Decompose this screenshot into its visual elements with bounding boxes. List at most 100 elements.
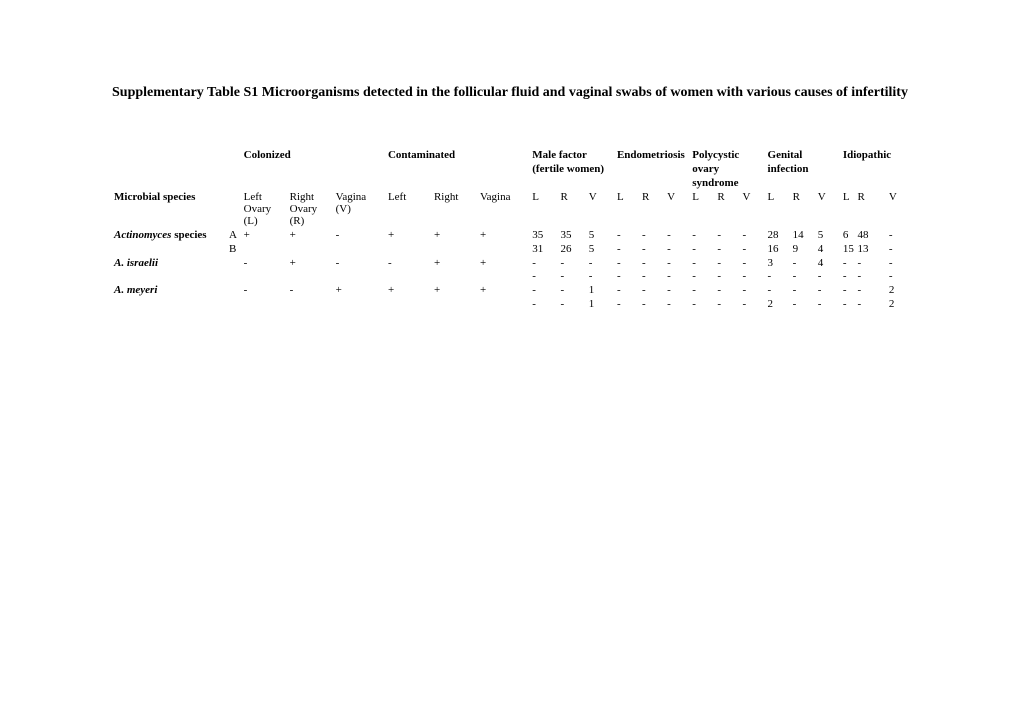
group-header-row-3: syndrome <box>112 177 910 191</box>
col-vagina-v: Vagina (V) <box>334 191 386 229</box>
cell: 9 <box>791 243 816 257</box>
species-subgroup: A <box>227 229 242 243</box>
cell: - <box>740 284 765 298</box>
cell: - <box>766 284 791 298</box>
cell: 35 <box>558 229 586 243</box>
col-endo-r: R <box>640 191 665 229</box>
col-right: Right <box>432 191 478 229</box>
cell: - <box>665 298 690 312</box>
cell: - <box>740 257 765 271</box>
cell: - <box>615 270 640 284</box>
cell: + <box>432 284 478 298</box>
cell: - <box>288 284 334 298</box>
cell: - <box>615 243 640 257</box>
cell <box>432 243 478 257</box>
col-left: Left <box>386 191 432 229</box>
cell: - <box>816 298 841 312</box>
cell <box>288 298 334 312</box>
species-label <box>112 298 227 312</box>
cell: - <box>715 243 740 257</box>
group-polycystic-l2: ovary <box>690 163 765 177</box>
cell: 14 <box>791 229 816 243</box>
cell: 5 <box>587 229 615 243</box>
col-endo-l: L <box>615 191 640 229</box>
cell: - <box>791 284 816 298</box>
cell: - <box>640 257 665 271</box>
cell <box>432 298 478 312</box>
col-gen-l: L <box>766 191 791 229</box>
cell: - <box>558 298 586 312</box>
cell: - <box>665 243 690 257</box>
species-label <box>112 243 227 257</box>
table-row: --------------- <box>112 270 910 284</box>
cell: - <box>640 243 665 257</box>
cell: - <box>791 257 816 271</box>
group-male-factor: Male factor <box>530 149 615 163</box>
col-species: Microbial species <box>112 191 227 229</box>
cell: - <box>615 257 640 271</box>
cell: 13 <box>855 243 886 257</box>
cell: 35 <box>530 229 558 243</box>
cell: - <box>558 257 586 271</box>
cell: - <box>690 243 715 257</box>
species-subgroup <box>227 270 242 284</box>
cell: - <box>715 229 740 243</box>
cell: - <box>242 257 288 271</box>
cell <box>432 270 478 284</box>
cell: 1 <box>587 298 615 312</box>
cell: - <box>816 284 841 298</box>
cell: - <box>587 270 615 284</box>
cell: - <box>791 298 816 312</box>
cell: - <box>740 243 765 257</box>
data-table: Colonized Contaminated Male factor Endom… <box>112 149 910 312</box>
group-endometriosis: Endometriosis <box>615 149 690 163</box>
cell: - <box>887 270 910 284</box>
species-label <box>112 270 227 284</box>
cell: - <box>665 284 690 298</box>
cell: - <box>855 270 886 284</box>
cell: - <box>334 229 386 243</box>
cell <box>334 298 386 312</box>
cell: - <box>530 270 558 284</box>
col-idio-l: L <box>841 191 856 229</box>
cell: - <box>816 270 841 284</box>
col-pco-v: V <box>740 191 765 229</box>
cell: - <box>530 298 558 312</box>
cell: - <box>615 229 640 243</box>
cell: + <box>478 229 530 243</box>
cell: - <box>242 284 288 298</box>
cell: - <box>640 229 665 243</box>
cell: 1 <box>587 284 615 298</box>
col-vagina: Vagina <box>478 191 530 229</box>
col-endo-v: V <box>665 191 690 229</box>
cell: + <box>288 257 334 271</box>
cell: 5 <box>816 229 841 243</box>
cell: - <box>640 270 665 284</box>
cell: 48 <box>855 229 886 243</box>
cell: + <box>432 229 478 243</box>
cell <box>242 270 288 284</box>
cell: - <box>615 298 640 312</box>
cell: 16 <box>766 243 791 257</box>
cell: - <box>791 270 816 284</box>
cell: - <box>587 257 615 271</box>
group-polycystic: Polycystic <box>690 149 765 163</box>
cell: - <box>715 257 740 271</box>
cell <box>386 243 432 257</box>
table-row: Actinomyces speciesA++-+++35355------281… <box>112 229 910 243</box>
group-genital-l2: infection <box>766 163 841 177</box>
cell: - <box>841 270 856 284</box>
cell: - <box>855 257 886 271</box>
cell: - <box>690 229 715 243</box>
cell: 3 <box>766 257 791 271</box>
group-header-row-2: (fertile women) ovary infection <box>112 163 910 177</box>
cell: - <box>715 298 740 312</box>
cell: - <box>715 284 740 298</box>
cell <box>288 243 334 257</box>
cell <box>334 243 386 257</box>
cell <box>242 243 288 257</box>
table-row: A. israelii-+--++---------3-4--- <box>112 257 910 271</box>
cell: - <box>740 298 765 312</box>
cell <box>478 270 530 284</box>
species-subgroup <box>227 298 242 312</box>
